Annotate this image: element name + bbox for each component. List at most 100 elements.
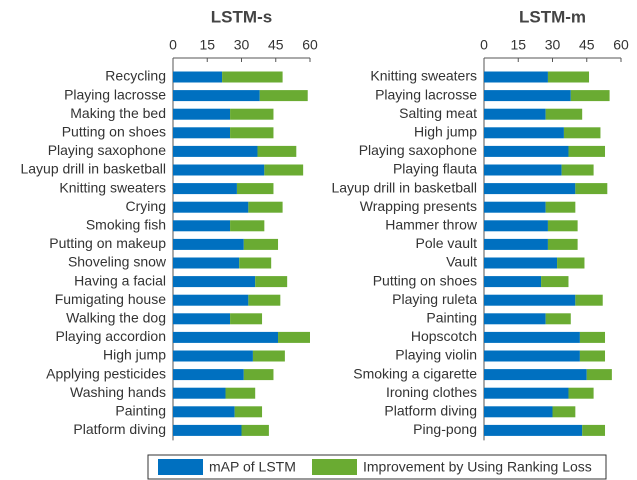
bar-segment [173,369,244,381]
bar-segment [552,406,576,418]
category-label: Vault [446,254,477,270]
bar-segment [545,201,576,213]
bar-segment [484,313,546,325]
bar-segment [484,127,564,139]
bar-segment [225,387,256,399]
bar-segment [230,313,263,325]
category-label: Painting [426,310,477,326]
bar-segment [570,90,610,102]
category-label: Fumigating house [55,291,167,307]
bar-segment [484,331,580,343]
bar-segment [484,350,580,362]
bar-segment [243,369,274,381]
bar-segment [547,220,578,232]
category-label: Knitting sweaters [59,179,166,195]
bar-segment [173,127,231,139]
category-label: Shoveling snow [68,254,167,270]
x-tick-label: 30 [545,37,561,53]
category-label: Platform diving [73,421,166,437]
bar-segment [259,90,308,102]
bar-segment [255,276,288,288]
category-label: Ping-pong [413,421,477,437]
bar-segment [173,238,244,250]
bar-segment [582,424,606,436]
category-label: High jump [414,124,477,140]
category-label: Playing ruleta [392,291,477,307]
chart-title: LSTM-s [211,7,272,26]
category-label: Wrapping presents [360,198,477,214]
category-label: Layup drill in basketball [20,161,166,177]
bar-segment [173,276,256,288]
bar-segment [173,201,249,213]
bar-segment [230,220,265,232]
category-label: Making the bed [70,105,166,121]
category-label: Pole vault [416,235,478,251]
bar-segment [239,257,272,269]
category-label: Painting [115,403,166,419]
legend-swatch [158,459,203,475]
bar-segment [484,183,576,195]
category-label: Having a facial [74,272,166,288]
chart-title: LSTM-m [519,7,586,26]
category-label: Crying [126,198,166,214]
bar-segment [545,108,583,120]
bar-segment [173,183,237,195]
category-label: Walking the dog [66,310,166,326]
category-label: Putting on shoes [373,272,477,288]
bar-segment [173,406,235,418]
bar-segment [484,90,571,102]
category-label: Playing saxophone [359,142,478,158]
bar-segment [230,127,274,139]
bar-segment [173,90,260,102]
bar-segment [222,71,283,83]
bar-segment [586,369,612,381]
category-label: Ironing clothes [386,384,477,400]
x-tick-label: 0 [169,37,177,53]
x-tick-label: 45 [268,37,284,53]
bar-segment [252,350,285,362]
bar-segment [173,71,223,83]
category-label: Playing lacrosse [64,86,166,102]
bar-segment [248,201,283,213]
x-tick-label: 60 [613,37,629,53]
bar-segment [484,406,553,418]
category-label: Playing lacrosse [375,86,477,102]
bar-segment [173,257,240,269]
bar-segment [484,201,546,213]
category-label: Playing violin [395,347,477,363]
category-label: Hopscotch [411,328,477,344]
bar-segment [236,183,274,195]
bar-segment [484,276,542,288]
category-label: Layup drill in basketball [331,179,477,195]
x-tick-label: 30 [234,37,250,53]
legend-swatch [312,459,357,475]
bar-segment [568,387,594,399]
bar-segment [484,369,587,381]
bar-segment [568,145,606,157]
x-tick-label: 45 [579,37,595,53]
x-tick-label: 15 [510,37,526,53]
bar-segment [541,276,569,288]
bar-segment [257,145,297,157]
category-label: Knitting sweaters [370,68,477,84]
category-label: Putting on shoes [62,124,166,140]
category-label: Playing accordion [55,328,166,344]
bar-segment [484,71,548,83]
bar-segment [575,183,608,195]
bar-segment [547,71,590,83]
legend-box [147,454,607,480]
bar-segment [173,145,258,157]
legend-label: mAP of LSTM [209,459,296,475]
bar-segment [278,331,310,343]
x-tick-label: 0 [480,37,488,53]
category-label: Playing saxophone [48,142,167,158]
category-label: Salting meat [399,105,477,121]
category-label: Platform diving [384,403,477,419]
legend-label: Improvement by Using Ranking Loss [363,459,592,475]
bar-segment [484,424,583,436]
bar-segment [563,127,601,139]
bar-segment [173,108,231,120]
bar-segment [579,350,606,362]
bar-segment [173,220,231,232]
